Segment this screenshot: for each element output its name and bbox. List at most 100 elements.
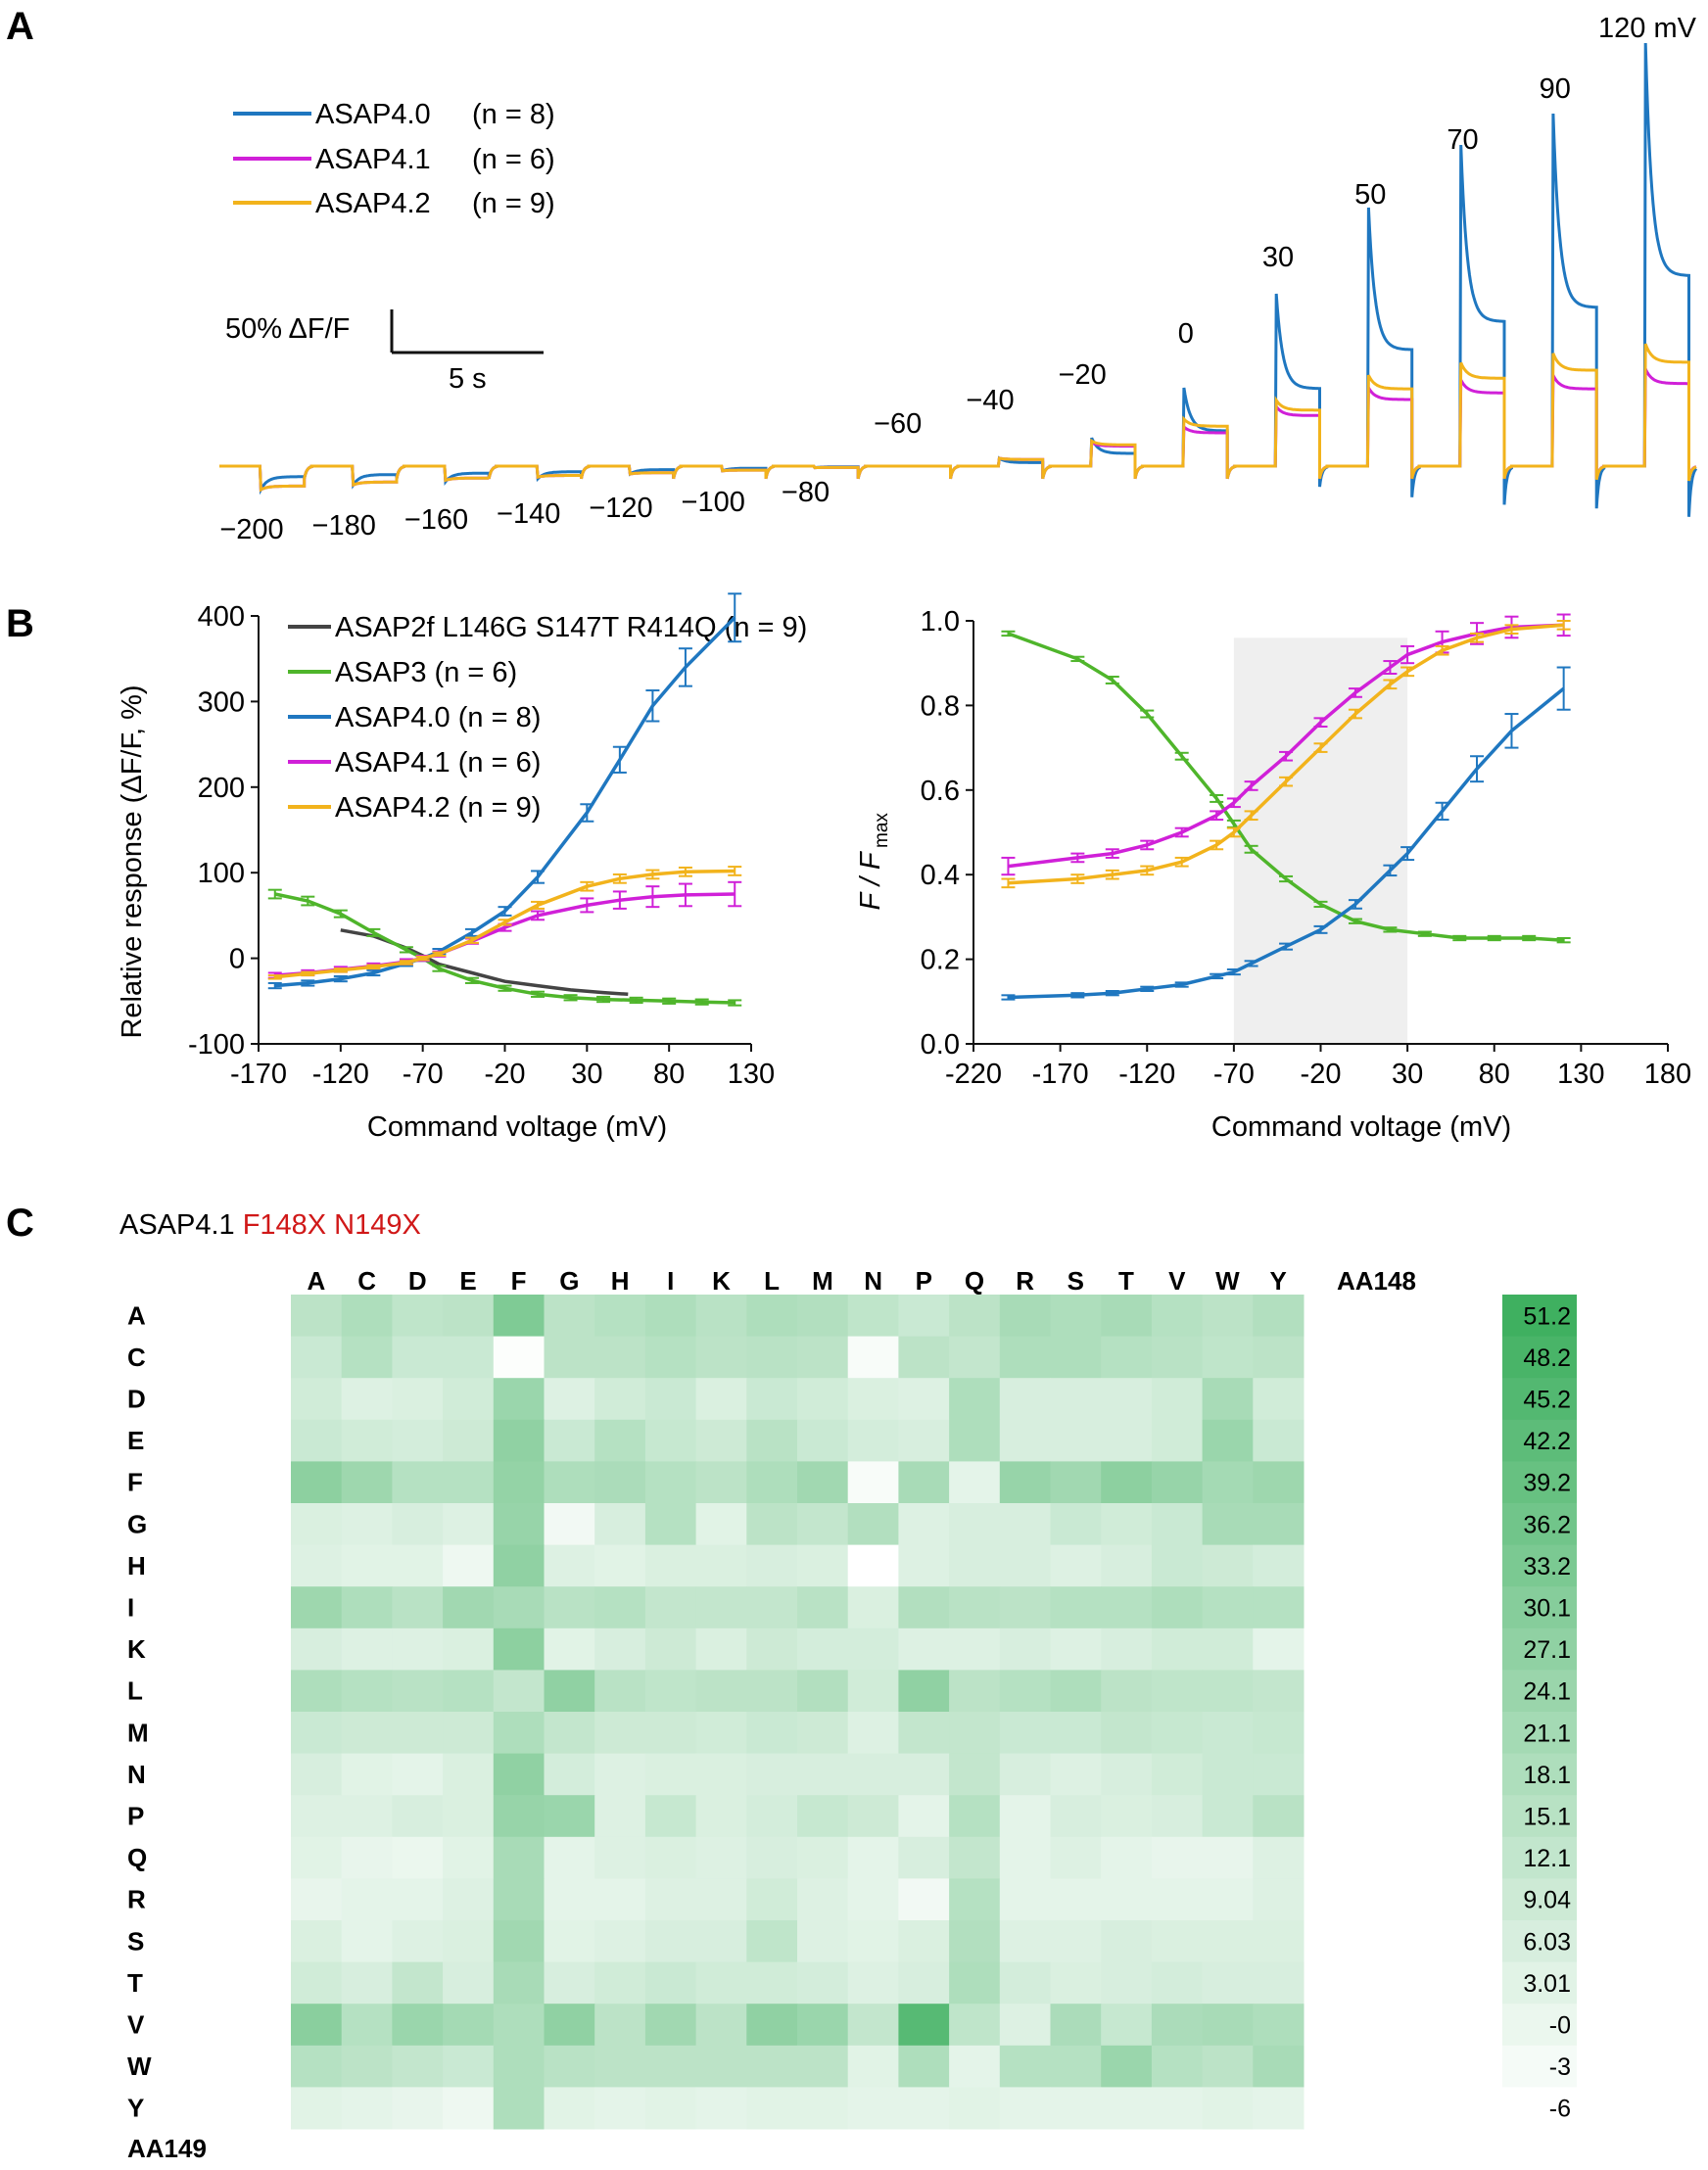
colorbar-swatch-13 <box>1502 1836 1577 1879</box>
heatmap-cell-Y-E <box>443 2087 495 2130</box>
heatmap-row-label-12: P <box>127 1802 144 1831</box>
x-tick-label-5: 80 <box>653 1059 685 1090</box>
heatmap-cell-G-H <box>594 1503 646 1546</box>
step-label-5: −100 <box>682 487 745 518</box>
heatmap-cell-I-D <box>392 1586 444 1629</box>
error-bar-asap3-2 <box>1105 676 1119 684</box>
heatmap-cell-G-K <box>695 1503 747 1546</box>
heatmap-cell-M-A <box>291 1712 343 1755</box>
heatmap-cell-P-R <box>999 1795 1051 1838</box>
heatmap-cell-W-Y <box>1253 2045 1305 2088</box>
heatmap-cell-I-E <box>443 1586 495 1629</box>
step-label-2: −160 <box>404 504 468 536</box>
heatmap-cell-T-K <box>695 1961 747 2005</box>
heatmap-cell-M-M <box>797 1712 849 1755</box>
heatmap-cell-C-E <box>443 1336 495 1379</box>
colorbar-label-19: -6 <box>1549 2096 1571 2123</box>
heatmap-cell-N-T <box>1101 1753 1153 1796</box>
heatmap-cell-W-G <box>544 2045 595 2088</box>
heatmap-col-label-9: L <box>764 1266 780 1296</box>
heatmap-cell-H-V <box>1151 1544 1204 1587</box>
heatmap-cell-T-S <box>1050 1961 1102 2005</box>
error-bar-asap3-13 <box>1452 934 1467 942</box>
error-bar-asap3-1 <box>1070 655 1085 663</box>
colorbar-label-11: 18.1 <box>1523 1762 1571 1789</box>
y-tick-label-0: 0.0 <box>921 1029 960 1061</box>
heatmap-cell-P-N <box>847 1795 899 1838</box>
heatmap-cell-V-Q <box>949 2004 1001 2047</box>
heatmap-cell-Q-R <box>999 1836 1051 1879</box>
error-bar-asap3-2 <box>333 909 348 919</box>
heatmap-cell-A-Y <box>1253 1295 1305 1338</box>
heatmap-cell-A-P <box>898 1295 950 1338</box>
heatmap-cell-M-N <box>847 1712 899 1755</box>
heatmap-row-label-3: E <box>127 1426 144 1455</box>
heatmap-cell-N-M <box>797 1753 849 1796</box>
x-tick-label-2: -120 <box>1118 1059 1175 1090</box>
heatmap-cell-N-R <box>999 1753 1051 1796</box>
heatmap-cell-W-Q <box>949 2045 1001 2088</box>
colorbar-label-18: -3 <box>1549 2053 1571 2081</box>
colorbar-swatch-6 <box>1502 1544 1577 1587</box>
colorbar-swatch-12 <box>1502 1795 1577 1838</box>
heatmap-cell-K-A <box>291 1628 343 1671</box>
heatmap-cell-L-S <box>1050 1670 1102 1713</box>
heatmap-cell-D-G <box>544 1378 595 1421</box>
step-label-4: −120 <box>589 493 652 524</box>
heatmap-cell-H-N <box>847 1544 899 1587</box>
heatmap-cell-P-F <box>493 1795 545 1838</box>
heatmap-cell-D-D <box>392 1378 444 1421</box>
heatmap-cell-H-H <box>594 1544 646 1587</box>
heatmap-cell-T-F <box>493 1961 545 2005</box>
heatmap-cell-L-T <box>1101 1670 1153 1713</box>
heatmap-cell-S-T <box>1101 1920 1153 1963</box>
heatmap-cell-F-R <box>999 1461 1051 1504</box>
error-bar-asap4-2-7 <box>464 936 479 944</box>
heatmap-cell-T-T <box>1101 1961 1153 2005</box>
error-bar-asap3-4 <box>1174 751 1189 761</box>
colorbar-label-3: 42.2 <box>1523 1428 1571 1455</box>
heatmap-cell-P-W <box>1202 1795 1254 1838</box>
heatmap-cell-H-E <box>443 1544 495 1587</box>
step-label-9: −20 <box>1059 359 1107 391</box>
heatmap-cell-Y-Y <box>1253 2087 1305 2130</box>
colorbar-label-9: 24.1 <box>1523 1678 1571 1706</box>
error-bar-asap4-2-11 <box>612 873 627 884</box>
heatmap-cell-D-Q <box>949 1378 1001 1421</box>
error-bar-asap4-2-1 <box>1070 873 1085 884</box>
heatmap-cell-T-H <box>594 1961 646 2005</box>
heatmap-cell-M-R <box>999 1712 1051 1755</box>
heatmap-cell-S-F <box>493 1920 545 1963</box>
heatmap-cell-F-M <box>797 1461 849 1504</box>
heatmap-cell-D-C <box>341 1378 393 1421</box>
heatmap-cell-V-H <box>594 2004 646 2047</box>
heatmap-row-label-1: C <box>127 1343 146 1372</box>
step-label-3: −140 <box>497 498 560 530</box>
heatmap-cell-Y-T <box>1101 2087 1153 2130</box>
heatmap-cell-L-P <box>898 1670 950 1713</box>
heatmap-col-label-6: H <box>611 1266 630 1296</box>
heatmap-cell-V-M <box>797 2004 849 2047</box>
heatmap-cell-C-D <box>392 1336 444 1379</box>
colorbar-label-14: 9.04 <box>1523 1887 1571 1914</box>
heatmap-cell-H-F <box>493 1544 545 1587</box>
heatmap-cell-K-S <box>1050 1628 1102 1671</box>
heatmap-cell-C-W <box>1202 1336 1254 1379</box>
b-right-ylabel-main: F / F <box>855 850 886 910</box>
heatmap-cell-D-H <box>594 1378 646 1421</box>
heatmap-cell-A-Q <box>949 1295 1001 1338</box>
heatmap-cell-E-D <box>392 1419 444 1462</box>
panel-a-step-labels: −200 −180 −160 −140 −120 −100 −80−60−40−200305… <box>219 13 1696 545</box>
heatmap-row-label-10: M <box>127 1718 149 1747</box>
error-bar-asap3-14 <box>1487 934 1501 942</box>
error-bar-asap4-2-8 <box>498 919 512 926</box>
heatmap-cell-V-W <box>1202 2004 1254 2047</box>
heatmap-cell-Q-P <box>898 1836 950 1879</box>
heatmap-cell-I-L <box>746 1586 798 1629</box>
heatmap-cell-C-K <box>695 1336 747 1379</box>
heatmap-cell-G-P <box>898 1503 950 1546</box>
error-bar-asap4-2-5 <box>1210 839 1224 851</box>
heatmap-cell-N-D <box>392 1753 444 1796</box>
heatmap-cell-G-S <box>1050 1503 1102 1546</box>
